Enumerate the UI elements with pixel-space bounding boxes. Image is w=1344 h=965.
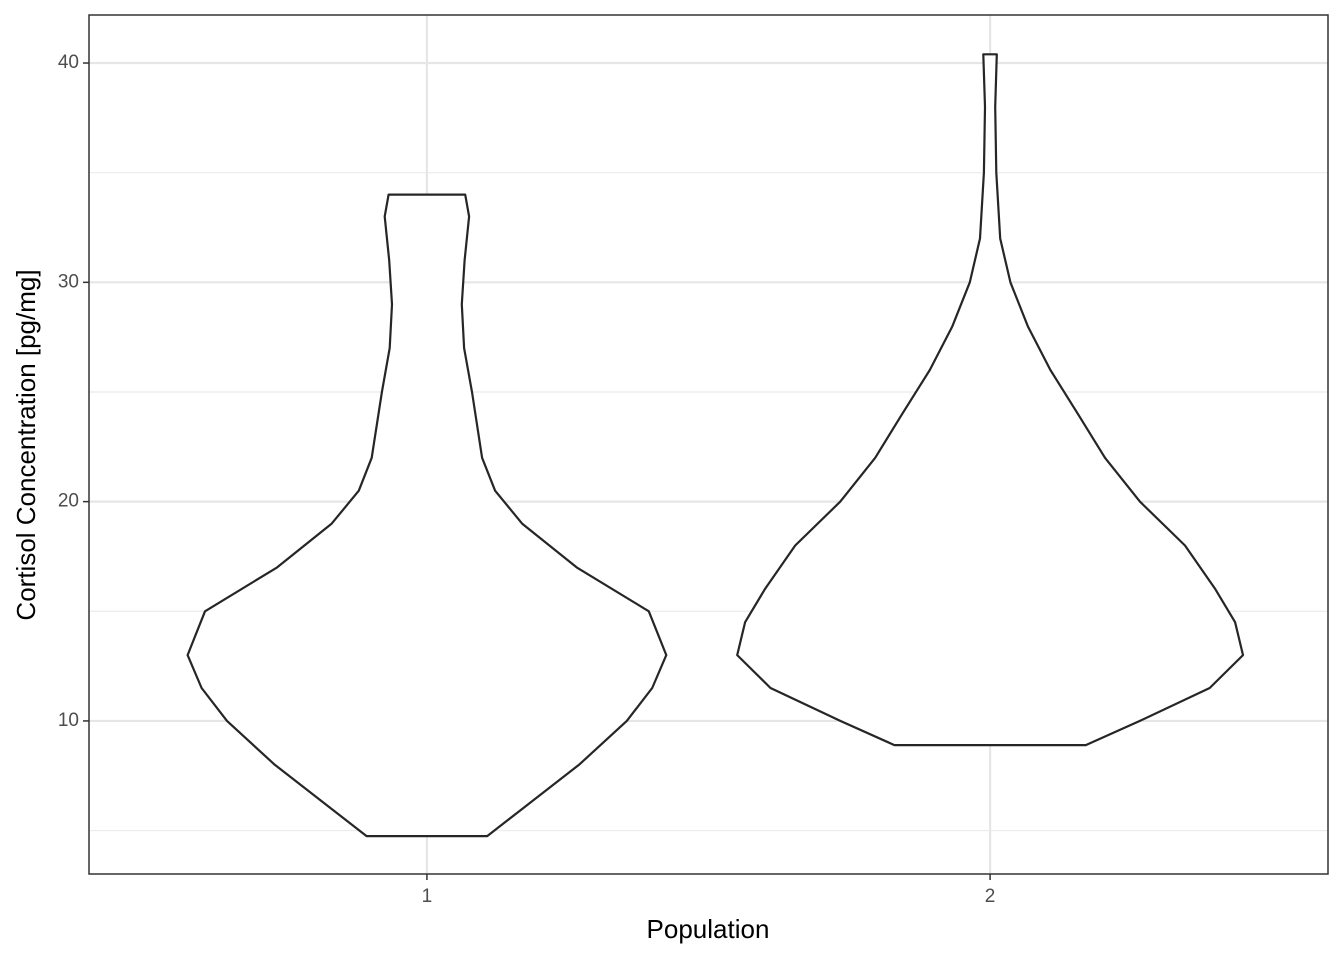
violin (186, 193, 668, 838)
y-tick-label: 40 (58, 52, 79, 73)
y-tick-label: 10 (58, 710, 79, 731)
x-tick-label: 2 (985, 886, 996, 907)
plot-border (88, 14, 1329, 875)
y-tick-label: 30 (58, 271, 79, 292)
x-tick-label: 1 (422, 886, 433, 907)
x-axis-title: Population (647, 914, 770, 944)
violin (736, 53, 1245, 747)
y-axis-title: Cortisol Concentration [pg/mg] (11, 269, 41, 620)
y-tick-label: 20 (58, 491, 79, 512)
